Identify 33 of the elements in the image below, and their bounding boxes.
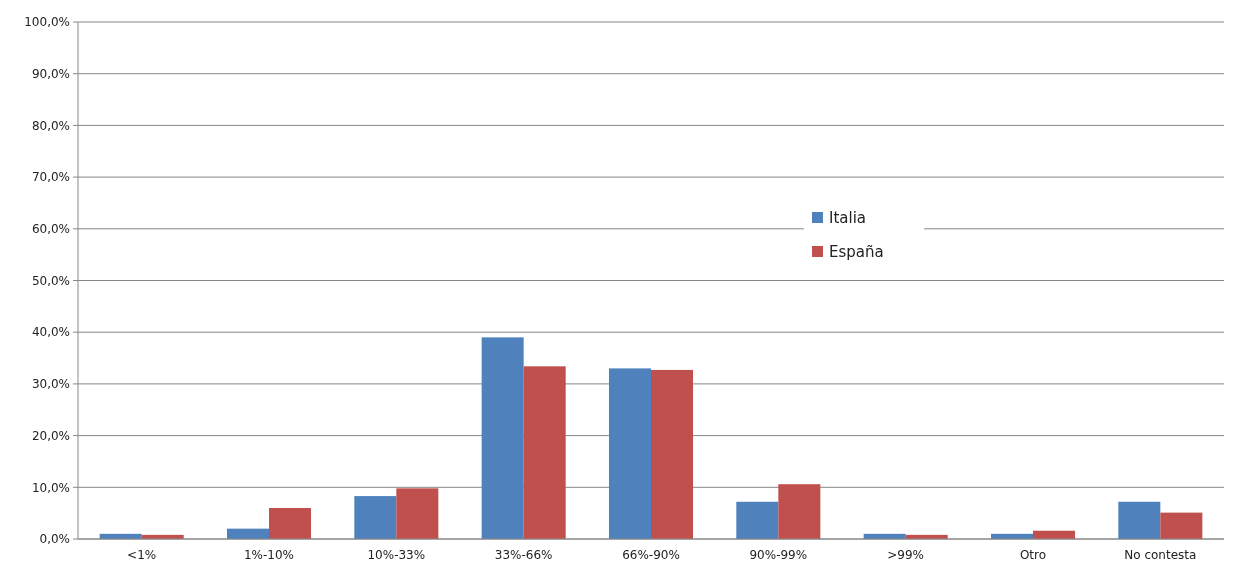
bar — [1160, 512, 1203, 539]
y-tick-label: 60,0% — [31, 222, 70, 236]
y-tick-label: 50,0% — [31, 273, 70, 288]
bar — [778, 484, 821, 539]
x-tick-label: 90%-99% — [749, 548, 808, 562]
bar — [523, 366, 566, 539]
y-tick-label: 30,0% — [31, 377, 70, 392]
bar — [1118, 501, 1161, 539]
y-tick-label: 10,0% — [31, 480, 70, 495]
x-tick-label: >99% — [887, 548, 925, 562]
bar — [651, 369, 694, 539]
x-tick-label: 1%-10% — [243, 548, 295, 562]
bar — [736, 501, 779, 539]
x-tick-label: 33%-66% — [494, 548, 553, 562]
y-tick-label: 20,0% — [31, 428, 70, 443]
x-tick-label: 10%-33% — [367, 548, 426, 562]
x-tick-label: 66%-90% — [622, 548, 680, 562]
bar — [354, 496, 397, 539]
x-tick-label: No contesta — [1124, 548, 1197, 562]
x-tick-label: Otro — [1019, 548, 1047, 562]
y-tick-label: 90,0% — [31, 66, 70, 81]
bar — [396, 488, 439, 539]
bar — [608, 368, 651, 539]
bar — [481, 337, 524, 539]
x-tick-label: <1% — [127, 548, 157, 562]
y-tick-label: 100,0% — [24, 15, 70, 30]
legend-label: Italia — [829, 209, 867, 228]
legend-label: España — [829, 243, 884, 262]
y-tick-label: 80,0% — [31, 118, 70, 133]
y-tick-label: 70,0% — [31, 170, 70, 185]
y-tick-label: 40,0% — [31, 325, 70, 340]
bar — [269, 507, 312, 539]
y-tick-label: 0,0% — [39, 532, 70, 547]
